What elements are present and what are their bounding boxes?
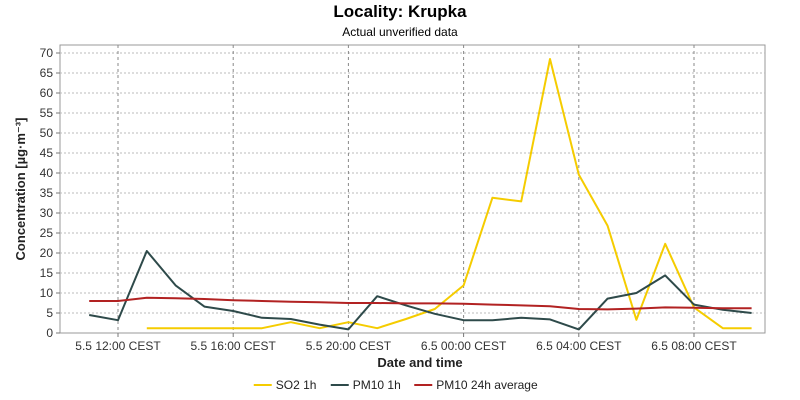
y-tick-label: 60 (40, 86, 54, 100)
y-tick-label: 65 (40, 66, 54, 80)
legend: SO2 1h PM10 1h PM10 24h average (253, 378, 538, 392)
x-tick-label: 6.5 00:00 CEST (421, 339, 507, 353)
y-tick-label: 10 (40, 286, 54, 300)
y-tick-label: 35 (40, 186, 54, 200)
legend-label: PM10 24h average (436, 378, 538, 392)
x-tick-label: 6.5 04:00 CEST (536, 339, 622, 353)
x-tick-label: 6.5 08:00 CEST (651, 339, 737, 353)
y-tick-label: 50 (40, 126, 54, 140)
series-line-so2-1h (146, 58, 752, 330)
x-tick-label: 5.5 12:00 CEST (75, 339, 161, 353)
y-tick-label: 20 (40, 246, 54, 260)
y-tick-label: 55 (40, 106, 54, 120)
y-tick-label: 0 (46, 326, 53, 340)
y-axis-label: Concentration [µg·m⁻³] (13, 118, 28, 261)
y-tick-label: 70 (40, 46, 54, 60)
legend-label: PM10 1h (353, 378, 401, 392)
x-tick-label: 5.5 16:00 CEST (191, 339, 277, 353)
chart-title: Locality: Krupka (333, 2, 467, 21)
y-tick-label: 45 (40, 146, 54, 160)
chart-subtitle: Actual unverified data (342, 25, 458, 39)
series-line-pm10-1h (89, 250, 752, 331)
y-tick-label: 25 (40, 226, 54, 240)
x-axis-label: Date and time (377, 355, 462, 370)
plot-area (59, 44, 766, 334)
legend-label: SO2 1h (276, 378, 317, 392)
y-tick-label: 40 (40, 166, 54, 180)
y-tick-label: 15 (40, 266, 54, 280)
y-tick-label: 30 (40, 206, 54, 220)
y-tick-label: 5 (46, 306, 53, 320)
series-line-pm10-24h-average (89, 296, 752, 311)
x-tick-label: 5.5 20:00 CEST (306, 339, 392, 353)
